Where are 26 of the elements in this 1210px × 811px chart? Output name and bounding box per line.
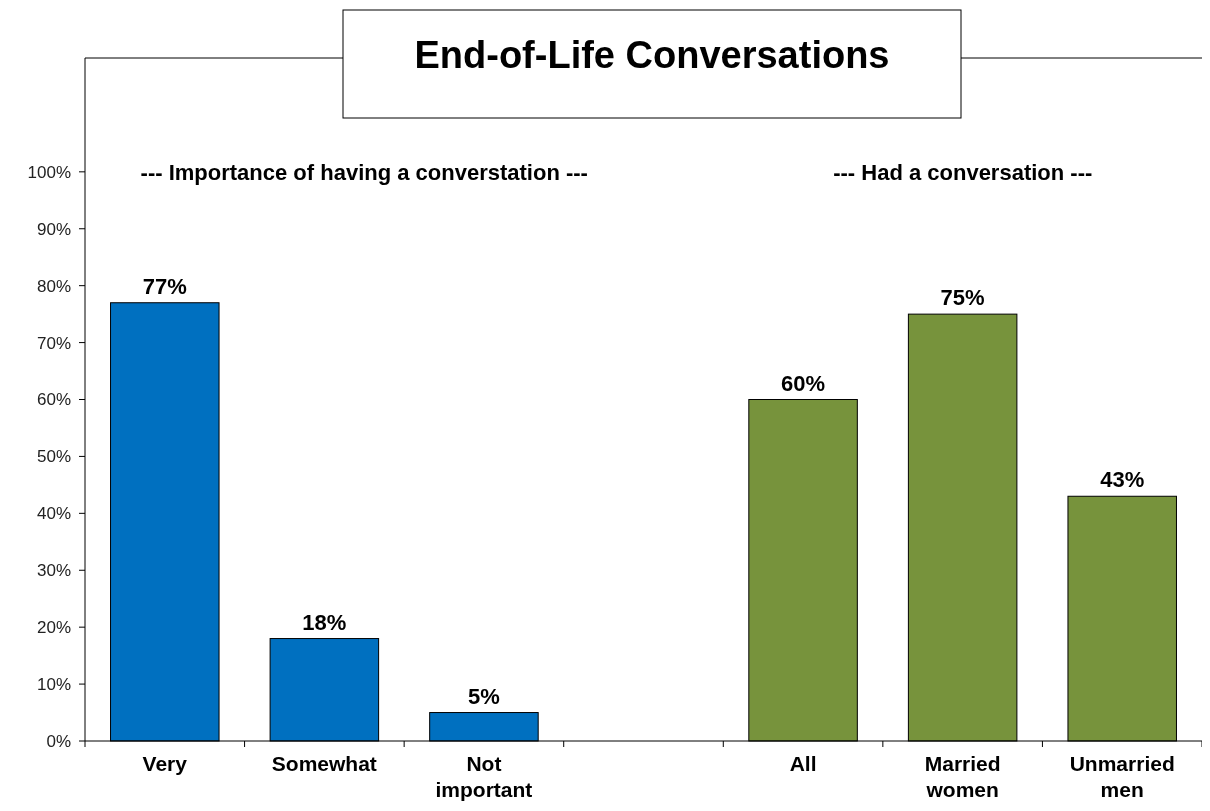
chart-title: End-of-Life Conversations — [414, 34, 890, 76]
data-label: 60% — [781, 370, 826, 396]
y-tick-label: 10% — [36, 675, 71, 695]
data-label: 18% — [302, 609, 347, 635]
y-tick-label: 50% — [36, 447, 71, 467]
y-tick-label: 30% — [36, 561, 71, 581]
data-label: 5% — [468, 683, 500, 709]
x-tick-label: Unmarried men — [1069, 752, 1175, 801]
annotation: --- Importance of having a converstation --- — [140, 159, 588, 185]
x-tick-label: Somewhat — [271, 752, 377, 775]
x-tick-label: Very — [142, 752, 188, 775]
x-tick-label: Married women — [924, 752, 1001, 801]
y-tick-label: 90% — [36, 219, 71, 239]
x-tick-label: All — [789, 752, 817, 775]
y-tick-label: 40% — [36, 504, 71, 524]
data-label: 77% — [142, 273, 187, 299]
y-tick-label: 80% — [36, 276, 71, 296]
annotation: --- Had a conversation --- — [833, 159, 1093, 185]
y-tick-label: 70% — [36, 333, 71, 353]
y-tick-label: 20% — [36, 618, 71, 638]
y-tick-label: 100% — [27, 162, 71, 182]
y-tick-label: 60% — [36, 390, 71, 410]
y-tick-label: 0% — [46, 731, 71, 751]
data-label: 75% — [940, 285, 985, 311]
x-tick-label: Not important — [435, 752, 533, 801]
data-label: 43% — [1100, 467, 1145, 493]
